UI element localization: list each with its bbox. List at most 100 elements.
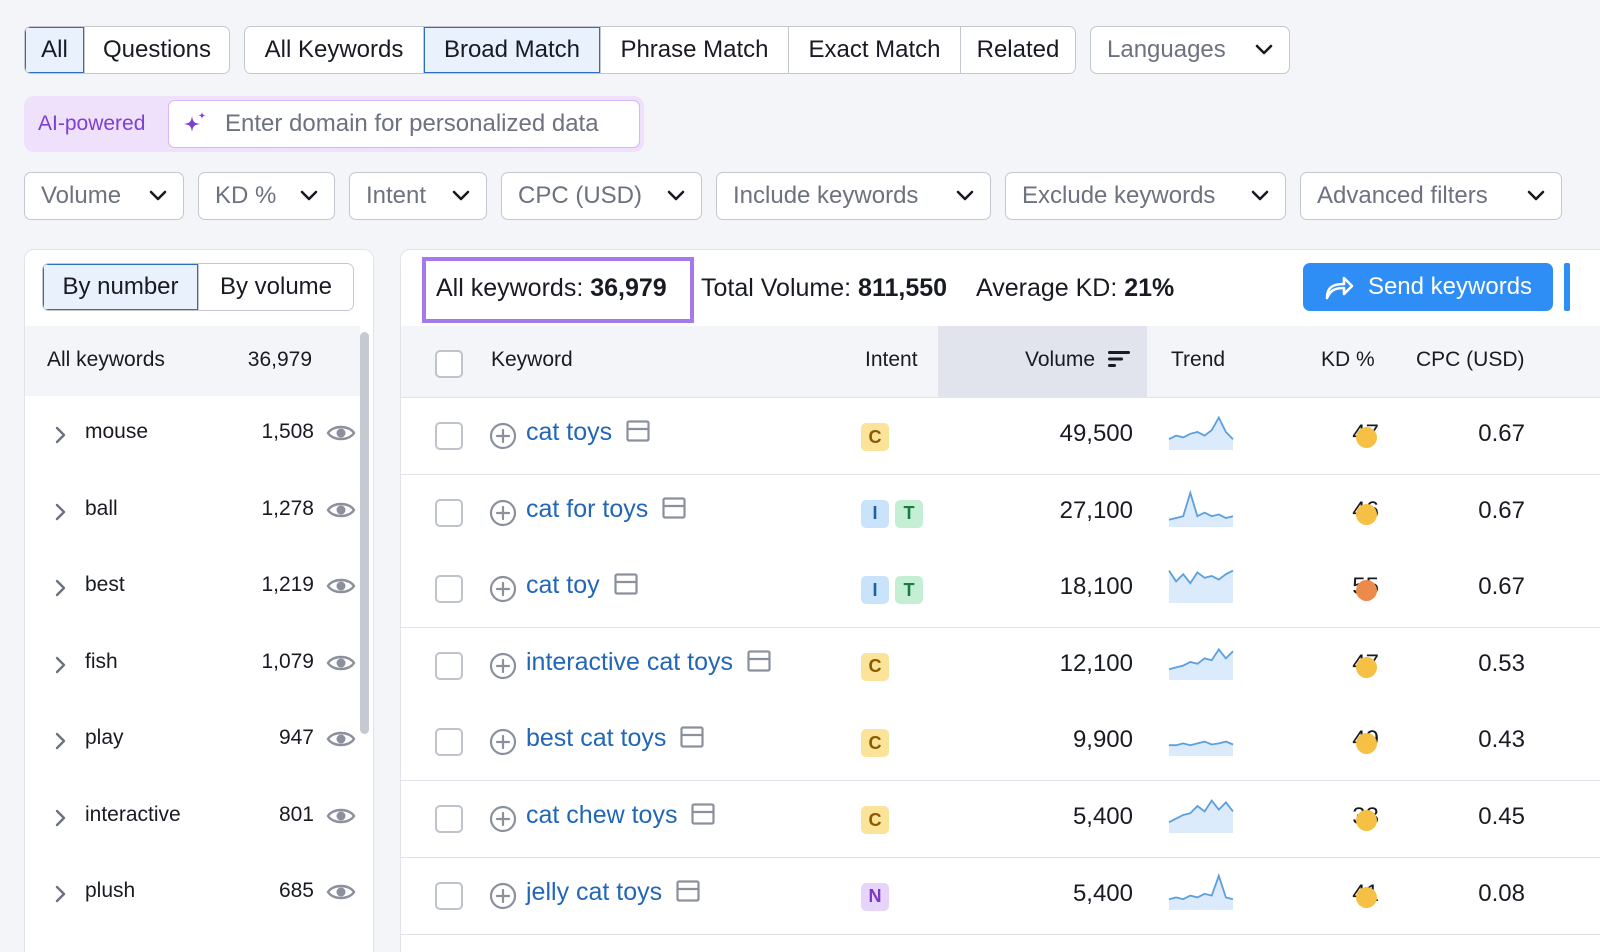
tab-related[interactable]: Related <box>961 27 1075 73</box>
chevron-down-icon <box>1251 190 1269 201</box>
add-plus-icon[interactable] <box>489 575 517 603</box>
chevron-right-icon[interactable] <box>55 426 67 444</box>
groups-header[interactable]: All keywords 36,979 <box>25 326 360 396</box>
group-item[interactable]: ball 1,278 <box>25 473 360 549</box>
chevron-right-icon[interactable] <box>55 656 67 674</box>
chevron-down-icon <box>1527 190 1545 201</box>
col-intent[interactable]: Intent <box>865 348 918 371</box>
row-checkbox[interactable] <box>435 805 463 833</box>
chevron-right-icon[interactable] <box>55 579 67 597</box>
keyword-link[interactable]: jelly cat toys <box>526 878 700 907</box>
row-checkbox[interactable] <box>435 498 463 527</box>
col-keyword[interactable]: Keyword <box>491 348 573 371</box>
chevron-right-icon[interactable] <box>55 809 67 827</box>
select-all-checkbox[interactable] <box>435 350 463 378</box>
by-volume-button[interactable]: By volume <box>199 264 353 310</box>
eye-icon[interactable] <box>326 575 356 597</box>
row-checkbox[interactable] <box>435 422 463 450</box>
intent-badge[interactable]: T <box>895 499 923 528</box>
filter-intent[interactable]: Intent <box>349 172 487 220</box>
trend-area <box>1169 649 1233 680</box>
serp-features-icon[interactable] <box>676 879 700 902</box>
chevron-right-icon[interactable] <box>55 503 67 521</box>
serp-features-icon[interactable] <box>680 726 704 748</box>
intent-badge[interactable]: C <box>861 423 889 451</box>
keyword-link[interactable]: cat toy <box>526 571 638 600</box>
intent-badge[interactable]: I <box>861 499 889 528</box>
eye-icon[interactable] <box>326 881 356 903</box>
row-checkbox[interactable] <box>435 881 463 910</box>
chevron-down-icon <box>300 190 318 201</box>
cpc-value: 0.53 <box>1478 649 1525 677</box>
filter-volume[interactable]: Volume <box>24 172 184 220</box>
filter-advanced[interactable]: Advanced filters <box>1300 172 1562 220</box>
intent-badge[interactable]: T <box>895 576 923 605</box>
kd-difficulty-dot <box>1356 503 1377 525</box>
filter-cpc[interactable]: CPC (USD) <box>501 172 702 220</box>
filter-label: KD % <box>215 182 277 209</box>
eye-icon[interactable] <box>326 652 356 674</box>
add-plus-icon[interactable] <box>489 422 517 450</box>
add-plus-icon[interactable] <box>489 652 517 680</box>
serp-features-icon[interactable] <box>614 573 638 595</box>
serp-features-icon[interactable] <box>747 650 771 672</box>
tab-questions[interactable]: Questions <box>85 27 229 73</box>
group-item[interactable]: plush 685 <box>25 855 360 931</box>
domain-input[interactable]: Enter domain for personalized data <box>168 100 640 148</box>
volume-sort-header[interactable] <box>938 326 1147 398</box>
tab-exact-match[interactable]: Exact Match <box>789 27 961 73</box>
group-item[interactable]: fish 1,079 <box>25 626 360 702</box>
group-item[interactable]: best 1,219 <box>25 549 360 625</box>
serp-features-icon[interactable] <box>691 803 716 825</box>
filter-exclude-keywords[interactable]: Exclude keywords <box>1005 172 1286 220</box>
keyword-link[interactable]: cat chew toys <box>526 801 716 830</box>
groups-scrollbar[interactable] <box>360 332 369 734</box>
eye-icon[interactable] <box>326 805 356 827</box>
add-plus-icon[interactable] <box>489 805 517 833</box>
row-checkbox[interactable] <box>435 728 463 757</box>
intent-badge[interactable]: N <box>861 882 889 911</box>
sort-descending-icon[interactable] <box>1108 350 1130 368</box>
filter-include-keywords[interactable]: Include keywords <box>716 172 991 220</box>
keyword-link[interactable]: interactive cat toys <box>526 648 771 677</box>
row-checkbox[interactable] <box>435 651 463 680</box>
group-item[interactable]: interactive 801 <box>25 779 360 855</box>
eye-icon[interactable] <box>326 728 356 750</box>
by-number-button[interactable]: By number <box>43 264 199 310</box>
chevron-right-icon[interactable] <box>55 732 67 750</box>
filter-kd[interactable]: KD % <box>198 172 335 220</box>
group-item[interactable]: play 947 <box>25 702 360 778</box>
group-item[interactable]: mouse 1,508 <box>25 396 360 472</box>
eye-icon[interactable] <box>326 499 356 521</box>
keyword-link[interactable]: best cat toys <box>526 724 704 753</box>
tab-broad-match[interactable]: Broad Match <box>424 27 601 73</box>
tab-all[interactable]: All <box>25 27 85 73</box>
intent-badge[interactable]: I <box>861 576 889 605</box>
serp-features-icon[interactable] <box>662 496 686 519</box>
eye-icon[interactable] <box>326 422 356 444</box>
intent-badge[interactable]: C <box>861 729 889 758</box>
col-volume[interactable]: Volume <box>1025 348 1096 371</box>
trend-sparkline <box>1168 569 1234 604</box>
filter-label: Volume <box>41 182 122 209</box>
intent-badge[interactable]: C <box>861 652 889 681</box>
group-count: 685 <box>278 879 314 902</box>
keyword-link[interactable]: cat toys <box>526 418 650 447</box>
languages-dropdown[interactable]: Languages <box>1090 26 1290 74</box>
add-plus-icon[interactable] <box>489 882 517 910</box>
serp-features-icon[interactable] <box>626 420 650 442</box>
chevron-right-icon[interactable] <box>55 885 67 903</box>
send-keywords-button[interactable]: Send keywords <box>1303 263 1553 311</box>
col-trend: Trend <box>1171 348 1226 371</box>
tab-phrase-match[interactable]: Phrase Match <box>601 27 789 73</box>
col-kd[interactable]: KD % <box>1321 348 1375 371</box>
col-cpc[interactable]: CPC (USD) <box>1416 348 1525 371</box>
keyword-link[interactable]: cat for toys <box>526 495 686 524</box>
intent-badge[interactable]: C <box>861 806 889 834</box>
tab-all-keywords[interactable]: All Keywords <box>245 27 424 73</box>
more-actions-button[interactable] <box>1564 263 1570 311</box>
add-plus-icon[interactable] <box>489 728 517 756</box>
row-checkbox[interactable] <box>435 575 463 604</box>
add-plus-icon[interactable] <box>489 499 517 527</box>
